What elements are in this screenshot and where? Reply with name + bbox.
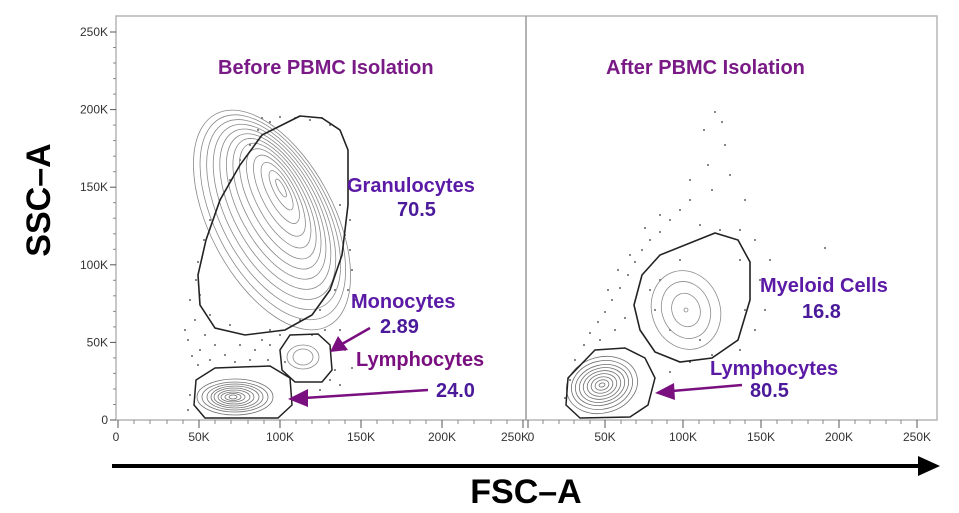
lymphocytes-p1-label: Lymphocytes: [356, 349, 484, 371]
lymphocytes-p2-value: 80.5: [750, 380, 789, 402]
panel-2-title: After PBMC Isolation: [606, 57, 805, 79]
y-tick-200k: 200K: [80, 103, 108, 117]
monocytes-contours: [286, 344, 320, 370]
x-tick-labels-panel-1: 0 50K 100K 150K 200K 250K: [113, 430, 529, 444]
x-axis-panel-1: [117, 420, 524, 428]
x-tick-100k-p2: 100K: [669, 430, 697, 444]
granulocytes-contours: [193, 109, 351, 331]
monocytes-value: 2.89: [380, 316, 419, 338]
x-tick-250k: 250K: [501, 430, 529, 444]
x-tick-0: 0: [113, 430, 120, 444]
lymphocytes-p1-contours: [196, 378, 274, 416]
monocytes-arrow: [330, 326, 371, 352]
myeloid-value: 16.8: [802, 301, 841, 323]
x-tick-200k: 200K: [428, 430, 456, 444]
x-tick-100k: 100K: [266, 430, 294, 444]
panel-1-title: Before PBMC Isolation: [218, 57, 434, 79]
myeloid-label: Myeloid Cells: [760, 275, 888, 297]
myeloid-gate[interactable]: [633, 232, 751, 363]
lymphocytes-p2-arrow: [655, 383, 743, 400]
lymphocytes-p1-gate[interactable]: [193, 365, 293, 419]
lymphocytes-p1-value: 24.0: [436, 380, 475, 402]
x-tick-0-p2: 0: [528, 430, 535, 444]
y-tick-250k: 250K: [80, 25, 108, 39]
monocytes-gate[interactable]: [279, 333, 333, 383]
lymphocytes-p2-gate[interactable]: [565, 347, 656, 419]
x-tick-50k-p2: 50K: [594, 430, 615, 444]
x-axis-title: FSC–A: [470, 473, 581, 511]
y-tick-50k: 50K: [87, 335, 108, 349]
x-tick-250k-p2: 250K: [903, 430, 931, 444]
x-tick-200k-p2: 200K: [825, 430, 853, 444]
x-tick-50k: 50K: [188, 430, 209, 444]
y-tick-150k: 150K: [80, 180, 108, 194]
y-tick-100k: 100K: [80, 258, 108, 272]
y-axis: [110, 31, 116, 421]
myeloid-contours: [650, 270, 722, 350]
lymphocytes-p1-arrow: [288, 388, 429, 407]
monocytes-label: Monocytes: [351, 291, 455, 313]
x-tick-150k: 150K: [347, 430, 375, 444]
lymphocytes-p2-label: Lymphocytes: [710, 358, 838, 380]
x-axis-arrow-head: [918, 456, 940, 476]
x-tick-150k-p2: 150K: [747, 430, 775, 444]
granulocytes-label: Granulocytes: [347, 175, 475, 197]
granulocytes-value: 70.5: [397, 199, 436, 221]
x-tick-labels-panel-2: 0 50K 100K 150K 200K 250K: [528, 430, 931, 444]
y-tick-labels: 0 50K 100K 150K 200K 250K: [80, 25, 108, 427]
y-axis-title: SSC–A: [20, 143, 58, 256]
granulocytes-gate[interactable]: [197, 115, 349, 336]
y-tick-0: 0: [101, 413, 108, 427]
panel-2-scatter-dots: [564, 111, 826, 399]
x-axis-panel-2: [527, 420, 918, 428]
